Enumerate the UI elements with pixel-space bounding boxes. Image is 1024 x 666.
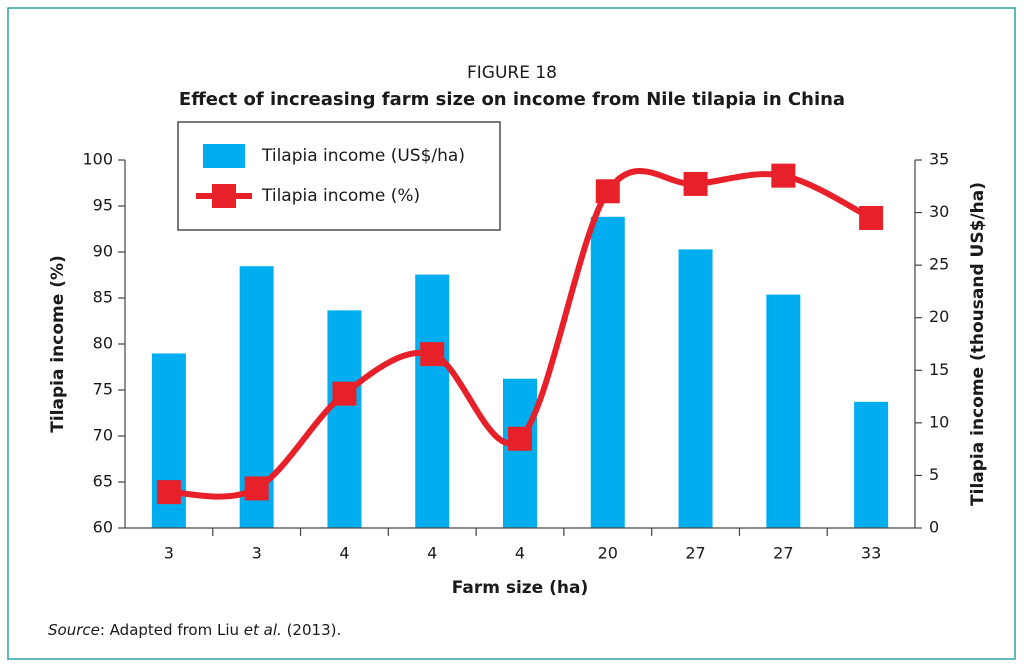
line-marker bbox=[420, 342, 445, 367]
line-marker bbox=[508, 426, 532, 451]
frame bbox=[7, 7, 1016, 660]
y-tick-label: 60 bbox=[93, 518, 113, 537]
bar bbox=[327, 310, 362, 528]
y2-tick-label: 5 bbox=[929, 465, 939, 484]
legend-label: Tilapia income (%) bbox=[261, 186, 420, 206]
source-note: Source: Adapted from Liu et al. (2013). bbox=[48, 621, 341, 639]
x-tick-label: 4 bbox=[515, 544, 525, 563]
line-marker bbox=[244, 476, 269, 501]
x-tick-label: 27 bbox=[773, 544, 793, 563]
y2-tick-label: 0 bbox=[929, 518, 939, 537]
chart-subtitle: Effect of increasing farm size on income… bbox=[179, 89, 845, 110]
y2-tick-label: 15 bbox=[929, 360, 949, 379]
y2-tick-label: 35 bbox=[929, 150, 949, 169]
y-tick-label: 65 bbox=[93, 472, 113, 491]
line-marker bbox=[156, 480, 181, 505]
legend-swatch bbox=[203, 144, 245, 168]
x-tick-label: 20 bbox=[598, 544, 618, 563]
chart-title: FIGURE 18 bbox=[467, 63, 557, 83]
legend-swatch bbox=[212, 184, 236, 208]
legend-box bbox=[177, 121, 501, 231]
bar bbox=[503, 378, 537, 528]
source-part: Source bbox=[48, 621, 100, 639]
legend-label: Tilapia income (US$/ha) bbox=[261, 146, 465, 166]
bar bbox=[766, 294, 801, 528]
bar bbox=[590, 216, 625, 528]
x-tick-label: 3 bbox=[164, 544, 174, 563]
y2-tick-label: 25 bbox=[929, 255, 949, 274]
y-tick-label: 100 bbox=[82, 150, 113, 169]
y-axis-label: Tilapia income (%) bbox=[48, 255, 68, 433]
line-marker bbox=[595, 179, 620, 204]
x-tick-label: 33 bbox=[861, 544, 881, 563]
y-tick-label: 90 bbox=[93, 242, 113, 261]
bar bbox=[678, 249, 713, 528]
x-tick-label: 27 bbox=[685, 544, 705, 563]
y-tick-label: 70 bbox=[93, 426, 113, 445]
bar bbox=[415, 274, 450, 528]
y-tick-label: 95 bbox=[93, 196, 113, 215]
source-part: : Adapted from Liu bbox=[100, 621, 244, 639]
line-marker bbox=[683, 171, 708, 196]
y2-tick-label: 30 bbox=[929, 202, 949, 221]
line-marker bbox=[771, 163, 796, 188]
source-part: et al. bbox=[244, 621, 282, 639]
y-tick-label: 80 bbox=[93, 334, 113, 353]
x-tick-label: 4 bbox=[339, 544, 349, 563]
x-tick-label: 4 bbox=[427, 544, 437, 563]
x-axis-label: Farm size (ha) bbox=[452, 578, 589, 598]
y2-axis-label: Tilapia income (thousand US$/ha) bbox=[968, 182, 988, 506]
source-part: (2013). bbox=[282, 621, 341, 639]
x-tick-label: 3 bbox=[252, 544, 262, 563]
y2-tick-label: 20 bbox=[929, 307, 949, 326]
y-tick-label: 85 bbox=[93, 288, 113, 307]
y2-tick-label: 10 bbox=[929, 412, 949, 431]
line-marker bbox=[332, 381, 357, 406]
line-marker bbox=[859, 205, 884, 230]
y-tick-label: 75 bbox=[93, 380, 113, 399]
bar bbox=[854, 401, 889, 528]
